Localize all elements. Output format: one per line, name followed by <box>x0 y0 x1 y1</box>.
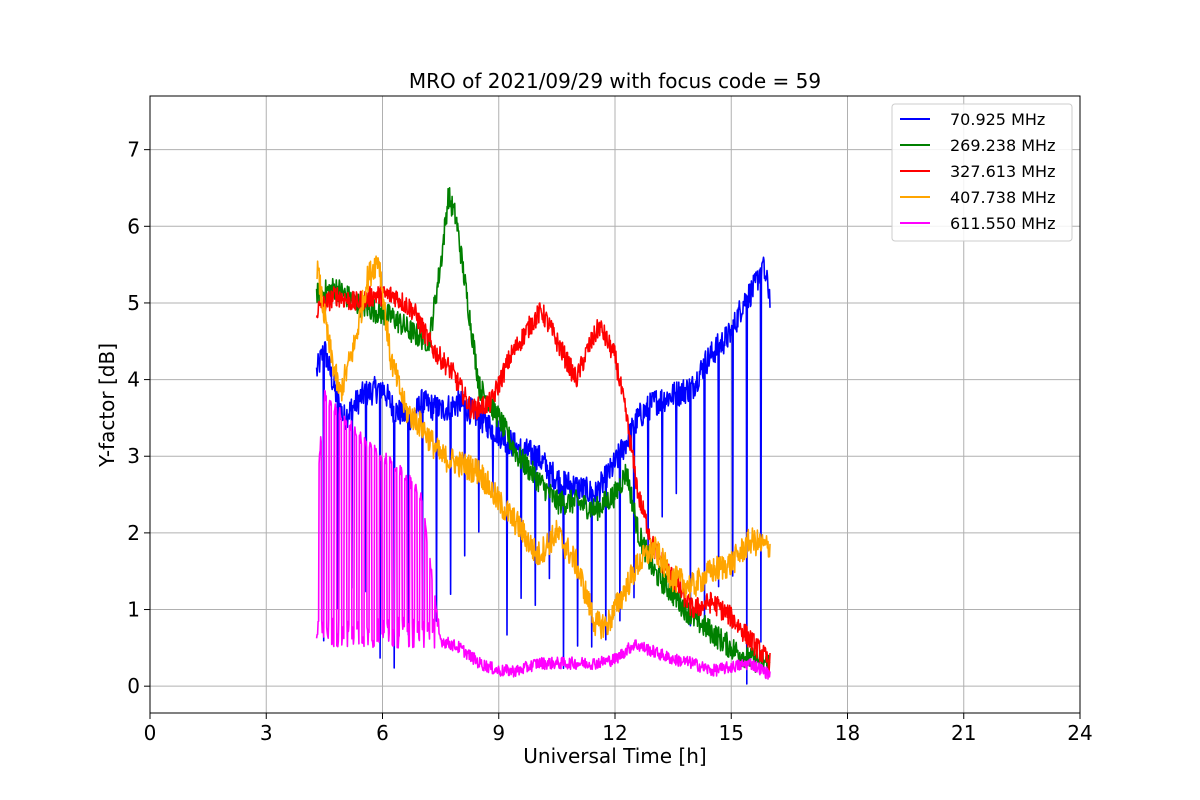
x-tick-label: 9 <box>492 721 505 745</box>
x-axis-label: Universal Time [h] <box>523 744 706 768</box>
legend-entry: 407.738 MHz <box>950 188 1055 207</box>
x-tick-label: 15 <box>719 721 744 745</box>
series-line <box>316 255 771 640</box>
y-tick-label: 5 <box>127 291 140 315</box>
legend-entry: 327.613 MHz <box>950 162 1055 181</box>
legend-entry: 70.925 MHz <box>950 110 1045 129</box>
legend-entry: 269.238 MHz <box>950 136 1055 155</box>
x-tick-label: 6 <box>376 721 389 745</box>
y-axis-label: Y-factor [dB] <box>95 343 119 468</box>
series-line <box>315 256 771 685</box>
x-tick-label: 21 <box>951 721 976 745</box>
y-tick-label: 0 <box>127 674 140 698</box>
y-tick-label: 2 <box>127 521 140 545</box>
legend-box <box>891 103 1073 242</box>
x-tick-label: 0 <box>144 721 157 745</box>
y-tick-label: 3 <box>127 444 140 468</box>
x-tick-label: 18 <box>835 721 860 745</box>
y-tick-label: 1 <box>127 598 140 622</box>
series-line <box>315 389 771 680</box>
y-tick-label: 4 <box>127 368 140 392</box>
y-tick-label: 7 <box>127 138 140 162</box>
legend: 70.925 MHz 269.238 MHz 327.613 MHz 407.738 … <box>891 103 1073 242</box>
x-tick-label: 24 <box>1067 721 1092 745</box>
chart-title: MRO of 2021/09/29 with focus code = 59 <box>409 69 821 93</box>
y-tick-label: 6 <box>127 214 140 238</box>
plot-area <box>315 187 771 685</box>
x-tick-label: 12 <box>602 721 627 745</box>
series-line <box>315 284 771 674</box>
legend-entry: 611.550 MHz <box>950 214 1055 233</box>
x-tick-label: 3 <box>260 721 273 745</box>
